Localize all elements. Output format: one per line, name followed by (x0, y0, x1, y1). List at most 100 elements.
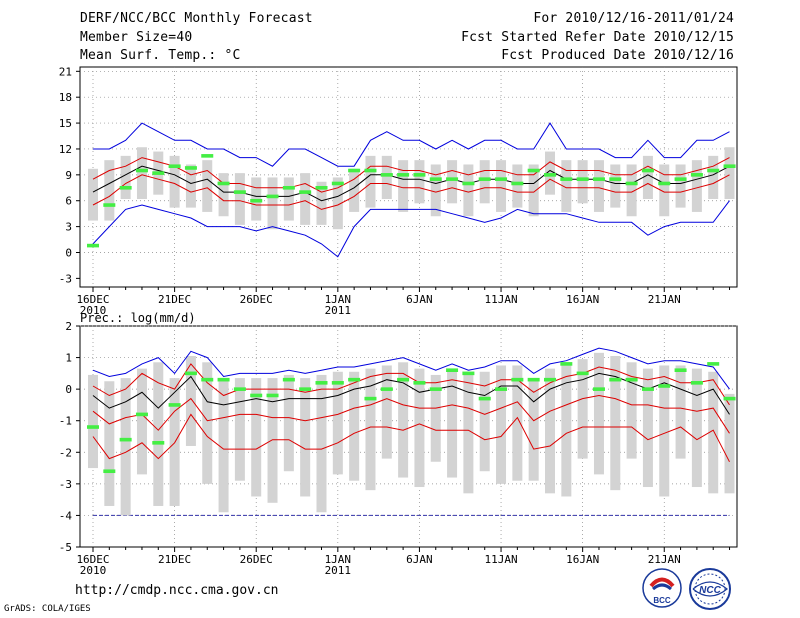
obs-marker (658, 384, 671, 388)
ensemble-bar (642, 368, 653, 488)
obs-marker (103, 469, 116, 474)
ensemble-bar (381, 155, 392, 199)
obs-marker (544, 173, 557, 177)
ensemble-bar (120, 378, 131, 516)
obs-marker (87, 425, 99, 429)
ensemble-bar (593, 160, 604, 212)
ensemble-bar (169, 155, 180, 208)
ensemble-bar (528, 164, 539, 217)
obs-marker (380, 173, 393, 177)
obs-marker (152, 441, 165, 445)
member-size: Member Size=40 (80, 30, 193, 45)
ensemble-bar (447, 368, 458, 478)
obs-marker (625, 377, 638, 382)
obs-marker (723, 164, 736, 169)
forecast-produced-date: Fcst Produced Date 2010/12/16 (501, 48, 734, 63)
obs-marker (348, 377, 361, 382)
ensemble-bar (691, 368, 702, 488)
ensemble-bar (104, 381, 115, 506)
ensemble-bar (202, 160, 213, 212)
ncc-logo: NCC (689, 568, 731, 610)
ensemble-bar (642, 155, 653, 199)
obs-marker (609, 177, 622, 181)
obs-marker (299, 387, 312, 391)
obs-marker (707, 362, 720, 366)
ensemble-bar (300, 173, 311, 225)
obs-marker (266, 194, 279, 199)
obs-marker (495, 177, 508, 181)
ensemble-bar (88, 168, 98, 221)
y-tick-label: 9 (65, 169, 72, 182)
obs-marker (511, 377, 524, 382)
x-tick-label: 21DEC (158, 553, 191, 566)
y-tick-label: -3 (59, 478, 72, 491)
x-tick-label: 16DEC (76, 553, 109, 566)
forecast-period: For 2010/12/16-2011/01/24 (533, 11, 734, 26)
obs-marker (250, 393, 263, 398)
chart-title: DERF/NCC/BCC Monthly Forecast (80, 11, 313, 26)
ensemble-bar (332, 177, 343, 230)
ensemble-bar (610, 164, 621, 208)
ensemble-bar (691, 160, 702, 212)
ensemble-bar (185, 164, 196, 208)
ensemble-bar (365, 155, 376, 208)
y-tick-label: 0 (65, 383, 72, 396)
ensemble-bar (136, 147, 147, 199)
x-tick-label: 16JAN (566, 553, 599, 566)
ensemble-bar (316, 374, 327, 513)
ensemble-bar (626, 164, 637, 217)
ensemble-bar (659, 365, 670, 497)
y-tick-label: -5 (59, 541, 72, 554)
ensemble-bar (332, 371, 343, 475)
obs-marker (511, 181, 524, 186)
x-year-label: 2010 (80, 564, 107, 577)
series-line-upper (92, 157, 730, 193)
ensemble-bar (316, 181, 327, 225)
series-line-upper (92, 363, 730, 406)
x-tick-label: 21JAN (648, 553, 681, 566)
y-tick-label: -3 (59, 272, 72, 285)
ensemble-bar (267, 177, 278, 230)
obs-marker (282, 185, 295, 190)
source-url[interactable]: http://cmdp.ncc.cma.gov.cn (75, 583, 279, 598)
series-line-lower (92, 174, 730, 210)
ensemble-bar (626, 362, 637, 459)
obs-marker (217, 377, 230, 382)
x-tick-label: 16JAN (566, 293, 599, 306)
obs-marker (233, 387, 246, 391)
obs-marker (201, 377, 214, 382)
obs-marker (446, 368, 459, 372)
y-tick-label: 18 (59, 91, 72, 104)
obs-marker (201, 154, 214, 158)
series-line-min (92, 200, 730, 258)
obs-marker (184, 371, 197, 376)
obs-marker (299, 190, 312, 194)
ensemble-bar (463, 374, 474, 494)
ensemble-bar (496, 160, 507, 212)
series-line-mean (92, 165, 730, 202)
obs-marker (592, 387, 605, 391)
ensemble-bar (430, 164, 441, 217)
x-tick-label: 1JAN (325, 293, 352, 306)
obs-marker (576, 177, 589, 181)
obs-marker (641, 387, 654, 391)
obs-marker (135, 168, 148, 173)
obs-marker (315, 185, 328, 190)
ensemble-bar (136, 368, 147, 475)
ensemble-bar (381, 365, 392, 459)
obs-marker (380, 387, 393, 391)
series-line-max (92, 347, 730, 390)
obs-marker (413, 173, 426, 177)
x-tick-label: 11JAN (484, 553, 517, 566)
ensemble-bar (349, 168, 360, 212)
ensemble-bar (300, 378, 311, 497)
obs-marker (168, 164, 181, 169)
obs-marker (560, 177, 573, 181)
y-tick-label: 21 (59, 65, 72, 78)
ensemble-bar (561, 365, 572, 497)
x-tick-label: 26DEC (240, 293, 273, 306)
ncc-logo-text: NCC (699, 585, 721, 596)
x-tick-label: 26DEC (240, 553, 273, 566)
obs-marker (674, 368, 687, 372)
